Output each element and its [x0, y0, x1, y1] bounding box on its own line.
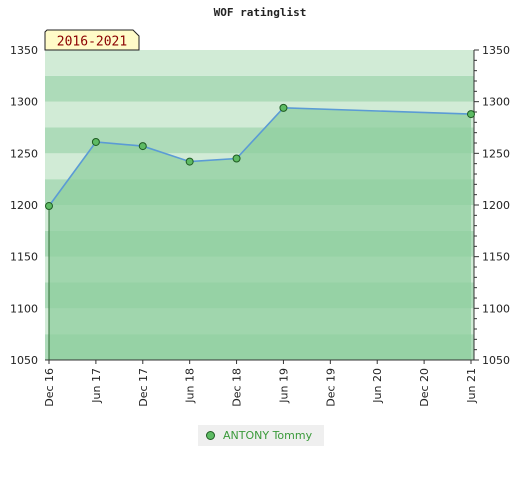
x-tick-label: Dec 20	[418, 368, 431, 407]
data-point	[279, 103, 288, 112]
y-tick-label-left: 1350	[10, 44, 38, 57]
y-tick-label-right: 1200	[482, 199, 510, 212]
background-band	[45, 50, 474, 76]
y-tick-label-left: 1200	[10, 199, 38, 212]
y-tick-label-right: 1100	[482, 302, 510, 315]
background-band	[45, 75, 474, 102]
x-tick-label: Jun 18	[184, 368, 197, 404]
data-point	[467, 110, 475, 119]
legend-label: ANTONY Tommy	[223, 429, 313, 442]
x-tick-label: Jun 19	[277, 368, 290, 404]
period-badge: 2016-2021	[44, 29, 140, 51]
y-axis-right: 1050 1100 1150 1200 1250 1300 1350	[473, 44, 510, 367]
data-point	[45, 202, 53, 211]
data-point	[185, 157, 194, 166]
period-badge-text: 2016-2021	[57, 35, 127, 50]
y-tick-label-left: 1250	[10, 147, 38, 160]
chart-title: WOF ratinglist	[213, 6, 307, 19]
x-tick-label: Dec 16	[43, 368, 56, 407]
y-tick-label-right: 1150	[482, 251, 510, 264]
x-tick-label: Jun 20	[371, 368, 384, 404]
data-point	[91, 137, 100, 146]
legend: ANTONY Tommy	[198, 425, 324, 446]
data-markers	[45, 103, 475, 211]
data-point	[138, 142, 147, 151]
rating-area	[48, 107, 472, 360]
y-tick-label-right: 1300	[482, 96, 510, 109]
y-tick-label-left: 1150	[10, 251, 38, 264]
legend-marker-icon	[206, 431, 215, 440]
y-axis-left: 1050 1100 1150 1200 1250 1300 1350	[10, 44, 38, 367]
y-tick-label-left: 1300	[10, 96, 38, 109]
x-axis: Dec 16 Jun 17 Dec 17 Jun 18 Dec 18 Jun 19 Dec …	[43, 359, 478, 407]
data-point	[232, 154, 241, 163]
y-tick-label-left: 1100	[10, 302, 38, 315]
y-tick-label-right: 1250	[482, 147, 510, 160]
x-tick-label: Dec 19	[324, 368, 337, 407]
y-tick-label-right: 1350	[482, 44, 510, 57]
x-tick-label: Dec 18	[231, 368, 244, 407]
y-tick-label-left: 1050	[10, 354, 38, 367]
x-tick-label: Dec 17	[137, 368, 150, 407]
y-tick-label-right: 1050	[482, 354, 510, 367]
x-tick-label: Jun 17	[90, 368, 103, 404]
x-tick-label: Jun 21	[465, 368, 478, 404]
area-fill	[49, 107, 471, 360]
